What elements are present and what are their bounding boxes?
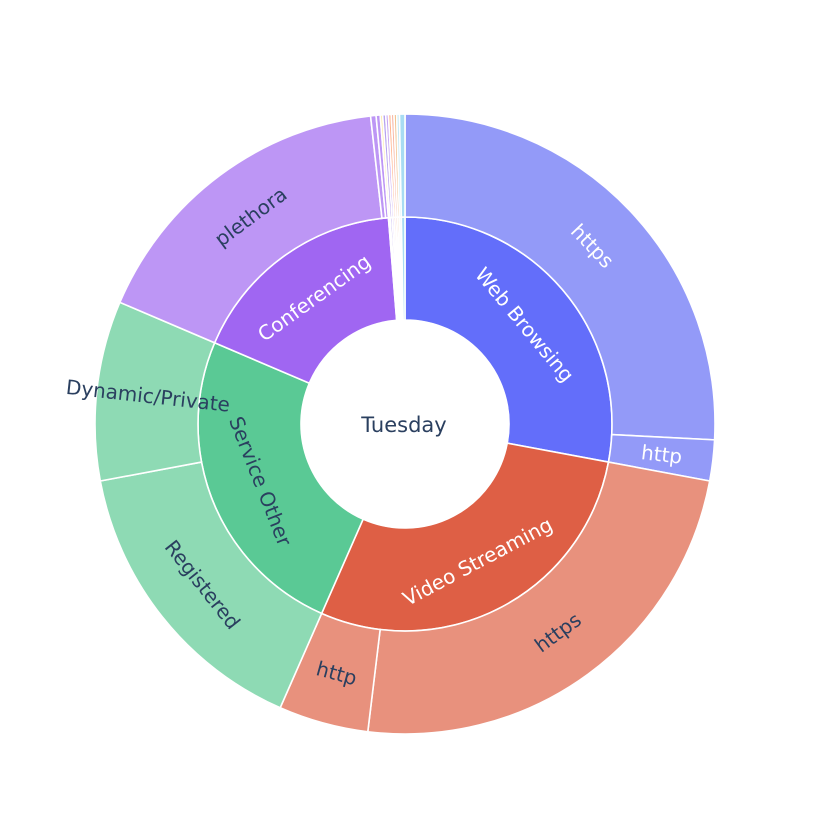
sector-outer-unlabeled-11-0[interactable]: [398, 113, 406, 218]
center-label: Tuesday: [360, 413, 446, 437]
center-disc[interactable]: [300, 319, 510, 529]
label-outer-http: http: [640, 440, 684, 469]
sunburst-sectors: [94, 113, 716, 735]
sector-outer-https-1-0[interactable]: [366, 461, 711, 735]
sector-outer-https-0-0[interactable]: [404, 113, 716, 441]
